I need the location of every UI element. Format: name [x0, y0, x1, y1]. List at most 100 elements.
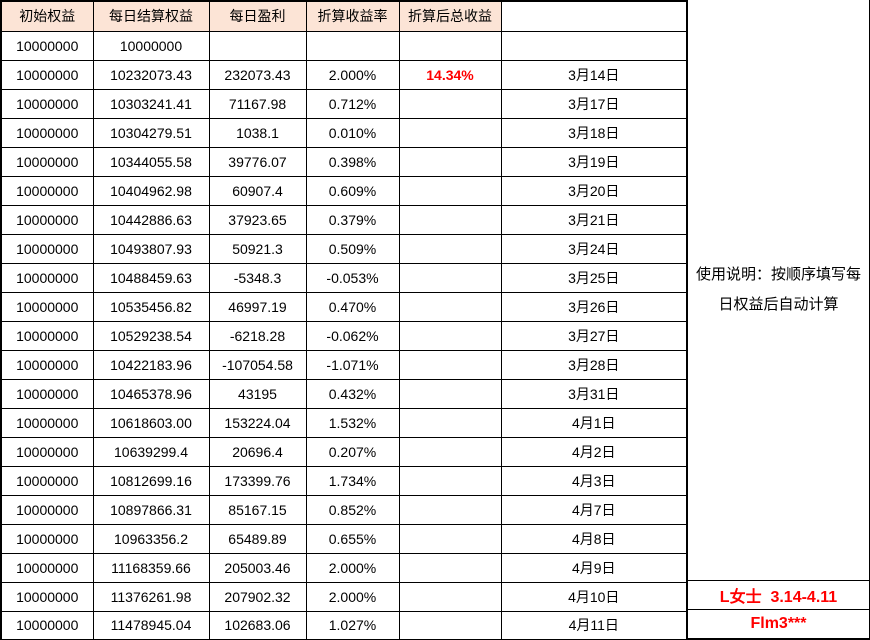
cell-total-return[interactable]	[398, 146, 502, 177]
cell-converted-return-rate[interactable]: 0.207%	[305, 436, 400, 467]
cell-daily-profit[interactable]: 43195	[208, 378, 307, 409]
cell-daily-settlement-equity[interactable]: 10535456.82	[92, 291, 210, 322]
cell-initial-equity[interactable]: 10000000	[0, 349, 94, 380]
cell-daily-profit[interactable]: 50921.3	[208, 233, 307, 264]
cell-daily-profit[interactable]: 39776.07	[208, 146, 307, 177]
cell-daily-profit[interactable]: -107054.58	[208, 349, 307, 380]
cell-total-return[interactable]	[398, 465, 502, 496]
cell-daily-settlement-equity[interactable]: 11478945.04	[92, 610, 210, 640]
column-header-daily-profit[interactable]: 每日盈利	[208, 0, 307, 32]
cell-total-return[interactable]	[398, 233, 502, 264]
cell-daily-profit[interactable]: 46997.19	[208, 291, 307, 322]
cell-date[interactable]: 3月26日	[500, 291, 688, 322]
cell-initial-equity[interactable]: 10000000	[0, 117, 94, 148]
cell-daily-settlement-equity[interactable]: 10000000	[92, 30, 210, 61]
cell-initial-equity[interactable]: 10000000	[0, 494, 94, 525]
cell-total-return[interactable]	[398, 88, 502, 119]
cell-total-return[interactable]	[398, 349, 502, 380]
cell-converted-return-rate[interactable]: 0.470%	[305, 291, 400, 322]
cell-daily-profit[interactable]: 205003.46	[208, 552, 307, 583]
cell-converted-return-rate[interactable]: 0.398%	[305, 146, 400, 177]
cell-initial-equity[interactable]: 10000000	[0, 204, 94, 235]
cell-daily-settlement-equity[interactable]: 10493807.93	[92, 233, 210, 264]
cell-initial-equity[interactable]: 10000000	[0, 175, 94, 206]
cell-converted-return-rate[interactable]: -1.071%	[305, 349, 400, 380]
cell-daily-profit[interactable]: 65489.89	[208, 523, 307, 554]
cell-converted-return-rate[interactable]: 0.712%	[305, 88, 400, 119]
column-header-initial-equity[interactable]: 初始权益	[0, 0, 94, 32]
cell-total-return[interactable]	[398, 407, 502, 438]
cell-daily-settlement-equity[interactable]: 10812699.16	[92, 465, 210, 496]
cell-converted-return-rate[interactable]: 1.532%	[305, 407, 400, 438]
cell-total-return[interactable]	[398, 552, 502, 583]
cell-total-return[interactable]	[398, 378, 502, 409]
cell-daily-profit[interactable]: 71167.98	[208, 88, 307, 119]
cell-converted-return-rate[interactable]: 0.852%	[305, 494, 400, 525]
cell-daily-profit[interactable]: -5348.3	[208, 262, 307, 293]
cell-date[interactable]: 3月14日	[500, 59, 688, 90]
cell-total-return[interactable]	[398, 204, 502, 235]
cell-converted-return-rate[interactable]: 0.509%	[305, 233, 400, 264]
cell-daily-settlement-equity[interactable]: 10465378.96	[92, 378, 210, 409]
cell-total-return[interactable]	[398, 291, 502, 322]
cell-date[interactable]: 3月18日	[500, 117, 688, 148]
cell-converted-return-rate[interactable]: 0.432%	[305, 378, 400, 409]
cell-daily-profit[interactable]: 20696.4	[208, 436, 307, 467]
cell-date[interactable]: 4月3日	[500, 465, 688, 496]
cell-daily-profit[interactable]	[208, 30, 307, 61]
cell-total-return[interactable]	[398, 262, 502, 293]
cell-initial-equity[interactable]: 10000000	[0, 436, 94, 467]
cell-converted-return-rate[interactable]: 0.379%	[305, 204, 400, 235]
cell-date[interactable]: 4月9日	[500, 552, 688, 583]
cell-date[interactable]: 4月1日	[500, 407, 688, 438]
cell-daily-settlement-equity[interactable]: 10304279.51	[92, 117, 210, 148]
cell-date[interactable]: 3月27日	[500, 320, 688, 351]
cell-date[interactable]: 3月24日	[500, 233, 688, 264]
cell-daily-settlement-equity[interactable]: 10488459.63	[92, 262, 210, 293]
cell-initial-equity[interactable]: 10000000	[0, 146, 94, 177]
cell-daily-settlement-equity[interactable]: 10344055.58	[92, 146, 210, 177]
cell-total-return[interactable]	[398, 117, 502, 148]
cell-initial-equity[interactable]: 10000000	[0, 552, 94, 583]
cell-date[interactable]	[500, 30, 688, 61]
column-header-total-return[interactable]: 折算后总收益	[398, 0, 502, 32]
cell-initial-equity[interactable]: 10000000	[0, 378, 94, 409]
cell-converted-return-rate[interactable]: 0.655%	[305, 523, 400, 554]
client-cell[interactable]: L女士 3.14-4.11	[688, 580, 869, 609]
cell-date[interactable]: 3月19日	[500, 146, 688, 177]
cell-daily-settlement-equity[interactable]: 10422183.96	[92, 349, 210, 380]
cell-total-return[interactable]	[398, 30, 502, 61]
cell-daily-profit[interactable]: 1038.1	[208, 117, 307, 148]
cell-initial-equity[interactable]: 10000000	[0, 407, 94, 438]
cell-date[interactable]: 4月7日	[500, 494, 688, 525]
cell-total-return[interactable]	[398, 494, 502, 525]
account-cell[interactable]: Flm3***	[688, 609, 869, 638]
cell-total-return[interactable]	[398, 436, 502, 467]
cell-daily-settlement-equity[interactable]: 11376261.98	[92, 581, 210, 612]
cell-daily-settlement-equity[interactable]: 11168359.66	[92, 552, 210, 583]
cell-daily-profit[interactable]: 173399.76	[208, 465, 307, 496]
cell-daily-settlement-equity[interactable]: 10529238.54	[92, 320, 210, 351]
cell-converted-return-rate[interactable]: 2.000%	[305, 581, 400, 612]
cell-date[interactable]: 4月10日	[500, 581, 688, 612]
cell-initial-equity[interactable]: 10000000	[0, 610, 94, 640]
cell-converted-return-rate[interactable]: -0.053%	[305, 262, 400, 293]
cell-daily-profit[interactable]: 207902.32	[208, 581, 307, 612]
cell-initial-equity[interactable]: 10000000	[0, 88, 94, 119]
cell-initial-equity[interactable]: 10000000	[0, 30, 94, 61]
cell-daily-profit[interactable]: 102683.06	[208, 610, 307, 640]
cell-date[interactable]: 3月25日	[500, 262, 688, 293]
cell-daily-settlement-equity[interactable]: 10897866.31	[92, 494, 210, 525]
cell-daily-profit[interactable]: 37923.65	[208, 204, 307, 235]
cell-daily-profit[interactable]: 153224.04	[208, 407, 307, 438]
cell-initial-equity[interactable]: 10000000	[0, 465, 94, 496]
cell-daily-profit[interactable]: 85167.15	[208, 494, 307, 525]
cell-date[interactable]: 3月31日	[500, 378, 688, 409]
cell-total-return[interactable]	[398, 175, 502, 206]
cell-date[interactable]: 3月28日	[500, 349, 688, 380]
cell-total-return[interactable]	[398, 581, 502, 612]
cell-converted-return-rate[interactable]	[305, 30, 400, 61]
cell-date[interactable]: 4月8日	[500, 523, 688, 554]
cell-daily-settlement-equity[interactable]: 10404962.98	[92, 175, 210, 206]
cell-date[interactable]: 3月17日	[500, 88, 688, 119]
